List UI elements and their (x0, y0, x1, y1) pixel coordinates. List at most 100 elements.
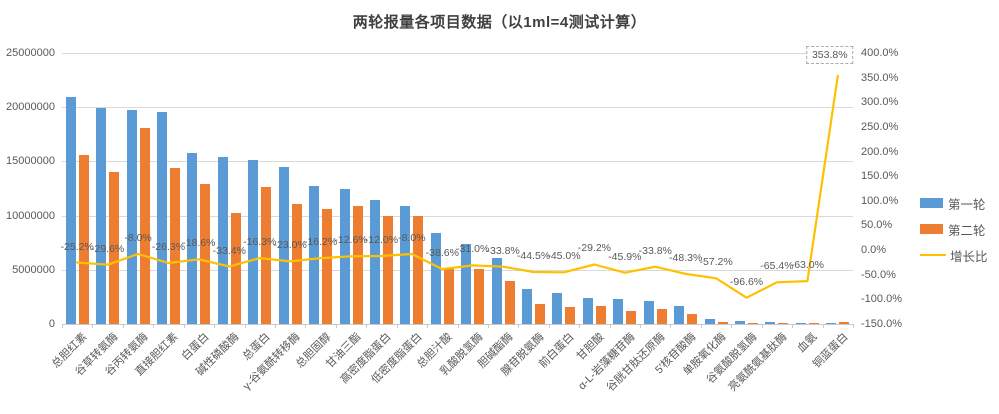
x-axis-tick (731, 324, 733, 328)
bar-第二轮-谷丙转氨酶[interactable] (139, 127, 150, 324)
bar-第二轮-α-L-岩藻糖苷酶[interactable] (626, 310, 637, 324)
bar-第二轮-总胆固醇[interactable] (322, 209, 333, 324)
bar-第二轮-谷草转氨酶[interactable] (109, 172, 120, 324)
bar-第一轮-总蛋白[interactable] (248, 160, 259, 324)
data-label[interactable]: -63.0% (790, 259, 824, 272)
x-axis-tick (640, 324, 642, 328)
bar-第二轮-白蛋白[interactable] (200, 184, 211, 324)
bar-第一轮-亮氨酰氨基肽酶[interactable] (765, 322, 776, 324)
data-label[interactable]: -8.0% (398, 232, 426, 245)
data-label[interactable]: -31.0% (456, 243, 490, 256)
bar-第一轮-乳酸脱氢酶[interactable] (461, 243, 472, 324)
bar-第二轮-前白蛋白[interactable] (565, 306, 576, 324)
bar-第一轮-5'核苷酸酶[interactable] (674, 305, 685, 324)
right-axis-tick-label: -50.0% (861, 268, 896, 281)
bar-第一轮-碱性磷酸酶[interactable] (217, 157, 228, 324)
data-label[interactable]: -57.2% (699, 256, 733, 269)
data-label[interactable]: -48.3% (669, 251, 703, 264)
bar-第一轮-胆碱酯酶[interactable] (491, 257, 502, 324)
bar-第二轮-γ-谷氨酰转移酶[interactable] (291, 203, 302, 324)
data-label[interactable]: -44.5% (516, 250, 551, 263)
data-label[interactable]: -45.9% (608, 250, 642, 263)
bar-第一轮-总胆固醇[interactable] (309, 186, 320, 324)
x-axis-tick (670, 324, 672, 328)
bar-第一轮-单胺氧化酶[interactable] (704, 319, 715, 324)
data-label[interactable]: -12.0% (364, 234, 399, 246)
bar-第二轮-腺苷脱氨酶[interactable] (535, 304, 546, 324)
growth-line[interactable] (76, 74, 839, 299)
bar-第二轮-5'核苷酸酶[interactable] (687, 314, 698, 324)
right-axis-tick-label: 200.0% (861, 145, 899, 158)
bar-第一轮-前白蛋白[interactable] (552, 292, 563, 324)
bar-第二轮-铜蓝蛋白[interactable] (839, 322, 850, 324)
x-axis-tick (153, 324, 155, 328)
legend-item-增长比[interactable]: 增长比 (920, 242, 988, 268)
bar-第一轮-谷胱甘肽还原酶[interactable] (643, 301, 654, 324)
x-axis-tick (335, 324, 337, 328)
x-axis-tick (244, 324, 246, 328)
bar-第二轮-谷氨酸脱氢酶[interactable] (748, 323, 759, 324)
data-label[interactable]: -65.4% (760, 260, 794, 273)
bar-第一轮-总胆红素[interactable] (65, 97, 76, 324)
right-axis-tick-label: 350.0% (861, 71, 899, 84)
bar-第二轮-乳酸脱氢酶[interactable] (474, 268, 485, 324)
bar-第一轮-谷丙转氨酶[interactable] (126, 110, 137, 324)
legend-item-第一轮[interactable]: 第一轮 (920, 190, 988, 216)
left-axis-tick-label: 15000000 (6, 155, 55, 168)
data-label[interactable]: -25.2% (60, 240, 94, 253)
bar-第一轮-直接胆红素[interactable] (156, 111, 167, 324)
data-label[interactable]: -29.6% (90, 242, 125, 255)
data-label[interactable]: -96.6% (729, 275, 764, 288)
data-label-highlighted[interactable]: 353.8% (805, 45, 854, 64)
bar-第一轮-谷草转氨酶[interactable] (96, 108, 107, 324)
x-axis-tick (62, 324, 63, 328)
data-label[interactable]: -16.3% (243, 236, 277, 249)
data-label[interactable]: -45.0% (547, 250, 581, 263)
data-label[interactable]: -33.8% (486, 244, 520, 257)
bar-第二轮-总胆红素[interactable] (78, 154, 89, 324)
data-label[interactable]: -33.8% (638, 244, 672, 257)
bar-第一轮-血氨[interactable] (795, 322, 806, 324)
legend-item-第二轮[interactable]: 第二轮 (920, 216, 988, 242)
data-label[interactable]: -12.6% (334, 234, 368, 247)
bar-第一轮-γ-谷氨酰转移酶[interactable] (278, 166, 289, 324)
data-label[interactable]: -18.6% (182, 237, 216, 250)
bar-第二轮-总胆汁酸[interactable] (443, 267, 454, 324)
bar-第一轮-铜蓝蛋白[interactable] (826, 323, 837, 324)
legend-label: 第二轮 (948, 223, 986, 238)
data-label[interactable]: -16.2% (303, 236, 338, 249)
bar-第一轮-低密度脂蛋白[interactable] (400, 205, 411, 324)
right-axis-tick-label: 50.0% (861, 219, 893, 232)
bar-第二轮-直接胆红素[interactable] (169, 167, 180, 324)
bar-第二轮-单胺氧化酶[interactable] (717, 321, 728, 324)
data-label[interactable]: -23.0% (273, 239, 307, 252)
data-label[interactable]: -38.6% (425, 247, 459, 260)
bar-第二轮-亮氨酰氨基肽酶[interactable] (778, 323, 789, 324)
bar-第二轮-甘胆酸[interactable] (595, 305, 606, 324)
data-label[interactable]: -33.4% (212, 244, 246, 257)
x-axis-tick (853, 324, 854, 328)
bar-第二轮-甘油三酯[interactable] (352, 205, 363, 324)
x-axis-tick (92, 324, 94, 328)
bar-第一轮-甘胆酸[interactable] (582, 297, 593, 324)
bar-第一轮-腺苷脱氨酶[interactable] (522, 289, 533, 324)
bar-第一轮-白蛋白[interactable] (187, 152, 198, 324)
data-label[interactable]: -29.2% (577, 242, 612, 255)
bar-第二轮-低密度脂蛋白[interactable] (413, 215, 424, 324)
bar-第二轮-谷胱甘肽还原酶[interactable] (656, 308, 667, 324)
x-axis-tick (548, 324, 550, 328)
bar-第二轮-胆碱酯酶[interactable] (504, 280, 515, 324)
data-label[interactable]: -8.0% (124, 232, 152, 245)
bar-第一轮-α-L-岩藻糖苷酶[interactable] (613, 299, 624, 324)
gridline (62, 215, 853, 217)
x-axis-tick (822, 324, 824, 328)
data-label[interactable]: -26.3% (151, 241, 186, 254)
bar-第二轮-碱性磷酸酶[interactable] (230, 213, 241, 324)
bar-第一轮-总胆汁酸[interactable] (430, 232, 441, 324)
bar-第一轮-高密度脂蛋白[interactable] (369, 200, 380, 324)
left-axis-tick-label: 20000000 (6, 101, 55, 114)
bar-第一轮-谷氨酸脱氢酶[interactable] (735, 321, 746, 324)
bar-第二轮-高密度脂蛋白[interactable] (382, 215, 393, 324)
bar-第二轮-总蛋白[interactable] (261, 187, 272, 324)
bar-第二轮-血氨[interactable] (808, 323, 819, 324)
